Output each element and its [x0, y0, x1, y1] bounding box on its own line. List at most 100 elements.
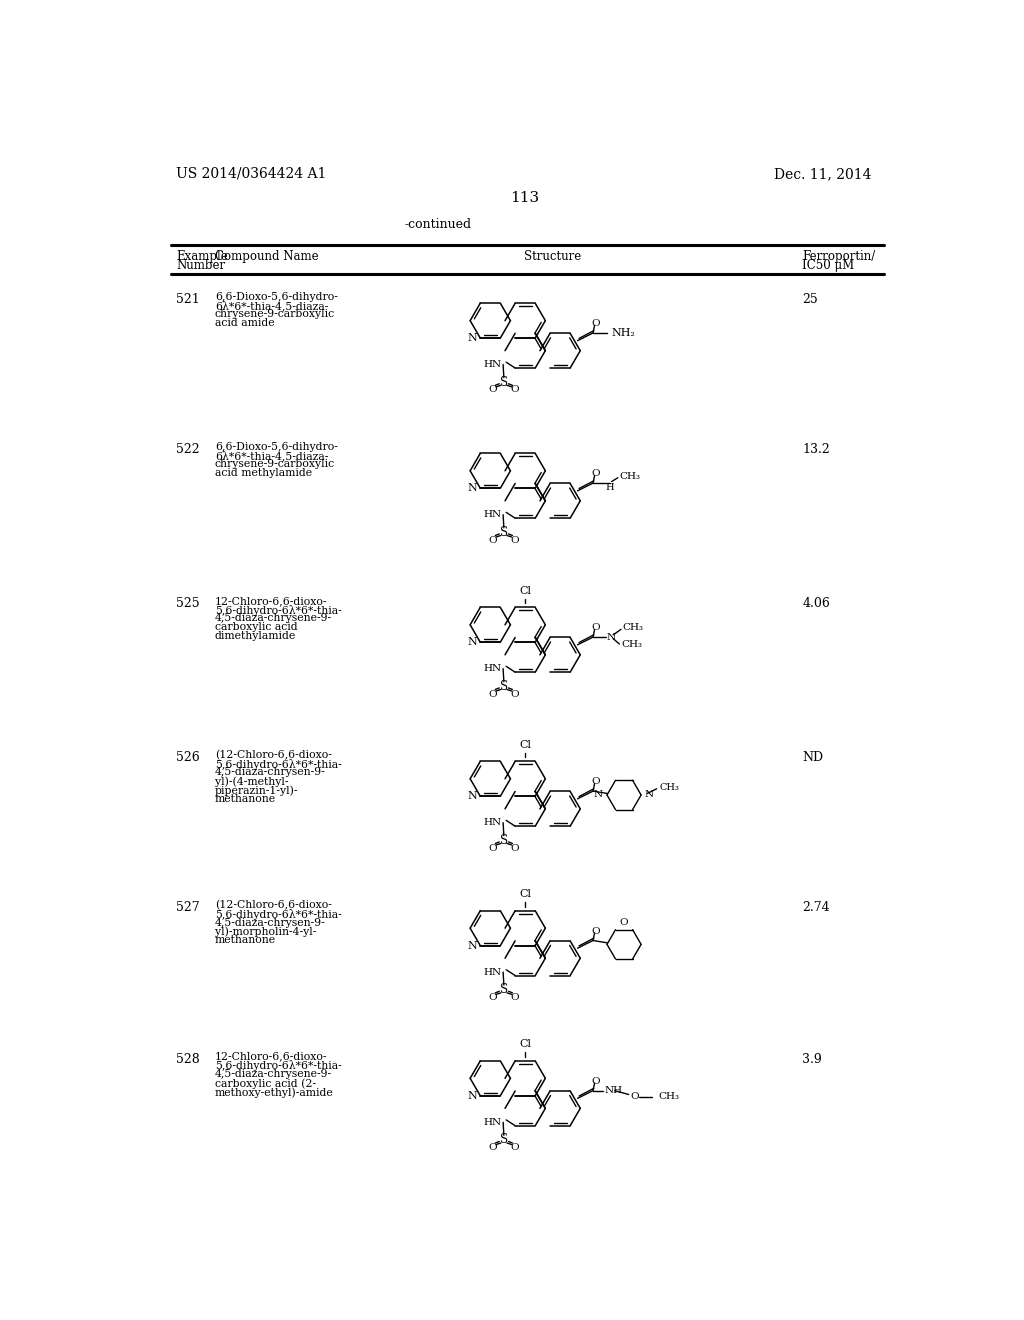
Text: N: N: [467, 483, 477, 494]
Text: N: N: [467, 333, 477, 343]
Text: O: O: [631, 1092, 639, 1101]
Text: 527: 527: [176, 902, 200, 915]
Text: O: O: [510, 536, 519, 545]
Text: HN: HN: [483, 510, 502, 519]
Text: NH: NH: [605, 1086, 623, 1096]
Text: 113: 113: [510, 191, 540, 206]
Text: O: O: [591, 470, 600, 478]
Text: CH₃: CH₃: [658, 1092, 679, 1101]
Text: O: O: [510, 1143, 519, 1152]
Text: chrysene-9-carboxylic: chrysene-9-carboxylic: [215, 309, 335, 319]
Text: O: O: [591, 927, 600, 936]
Text: 6λ*6*-thia-4,5-diaza-: 6λ*6*-thia-4,5-diaza-: [215, 301, 328, 312]
Text: 6,6-Dioxo-5,6-dihydro-: 6,6-Dioxo-5,6-dihydro-: [215, 292, 338, 301]
Text: 13.2: 13.2: [802, 444, 830, 457]
Text: ND: ND: [802, 751, 823, 764]
Text: O: O: [488, 385, 498, 395]
Text: O: O: [488, 843, 498, 853]
Text: IC50 μM: IC50 μM: [802, 259, 854, 272]
Text: 521: 521: [176, 293, 200, 306]
Text: yl)-(4-methyl-: yl)-(4-methyl-: [215, 776, 289, 787]
Text: HN: HN: [483, 968, 502, 977]
Text: Cl: Cl: [519, 586, 531, 595]
Text: 6λ*6*-thia-4,5-diaza-: 6λ*6*-thia-4,5-diaza-: [215, 450, 328, 462]
Text: 2.74: 2.74: [802, 902, 829, 915]
Text: 4.06: 4.06: [802, 597, 830, 610]
Text: Structure: Structure: [524, 251, 582, 264]
Text: methanone: methanone: [215, 795, 275, 804]
Text: 522: 522: [176, 444, 200, 457]
Text: N: N: [607, 632, 616, 642]
Text: (12-Chloro-6,6-dioxo-: (12-Chloro-6,6-dioxo-: [215, 900, 332, 911]
Text: S: S: [500, 376, 508, 388]
Text: yl)-morpholin-4-yl-: yl)-morpholin-4-yl-: [215, 927, 316, 937]
Text: S: S: [500, 680, 508, 693]
Text: 3.9: 3.9: [802, 1053, 822, 1067]
Text: Cl: Cl: [519, 739, 531, 750]
Text: methoxy-ethyl)-amide: methoxy-ethyl)-amide: [215, 1088, 334, 1098]
Text: O: O: [510, 843, 519, 853]
Text: NH₂: NH₂: [611, 327, 636, 338]
Text: S: S: [500, 525, 508, 539]
Text: CH₃: CH₃: [659, 783, 680, 792]
Text: acid methylamide: acid methylamide: [215, 469, 312, 478]
Text: CH₃: CH₃: [620, 473, 640, 482]
Text: 4,5-diaza-chrysen-9-: 4,5-diaza-chrysen-9-: [215, 767, 326, 777]
Text: N: N: [594, 791, 603, 800]
Text: Dec. 11, 2014: Dec. 11, 2014: [774, 166, 872, 181]
Text: (12-Chloro-6,6-dioxo-: (12-Chloro-6,6-dioxo-: [215, 750, 332, 760]
Text: 12-Chloro-6,6-dioxo-: 12-Chloro-6,6-dioxo-: [215, 595, 328, 606]
Text: O: O: [488, 689, 498, 698]
Text: carboxylic acid: carboxylic acid: [215, 622, 297, 632]
Text: S: S: [500, 983, 508, 997]
Text: dimethylamide: dimethylamide: [215, 631, 296, 642]
Text: Cl: Cl: [519, 1039, 531, 1049]
Text: CH₃: CH₃: [621, 640, 642, 649]
Text: 526: 526: [176, 751, 200, 764]
Text: Compound Name: Compound Name: [215, 251, 318, 264]
Text: N: N: [467, 1090, 477, 1101]
Text: O: O: [620, 919, 629, 927]
Text: 4,5-diaza-chrysene-9-: 4,5-diaza-chrysene-9-: [215, 614, 332, 623]
Text: Example: Example: [176, 251, 227, 264]
Text: 6,6-Dioxo-5,6-dihydro-: 6,6-Dioxo-5,6-dihydro-: [215, 442, 338, 451]
Text: S: S: [500, 834, 508, 847]
Text: O: O: [488, 1143, 498, 1152]
Text: HN: HN: [483, 664, 502, 673]
Text: US 2014/0364424 A1: US 2014/0364424 A1: [176, 166, 327, 181]
Text: carboxylic acid (2-: carboxylic acid (2-: [215, 1078, 316, 1089]
Text: N: N: [645, 791, 654, 800]
Text: O: O: [591, 319, 600, 329]
Text: 528: 528: [176, 1053, 200, 1067]
Text: H: H: [606, 483, 614, 492]
Text: N: N: [467, 941, 477, 950]
Text: Cl: Cl: [519, 888, 531, 899]
Text: 5,6-dihydro-6λ*6*-thia-: 5,6-dihydro-6λ*6*-thia-: [215, 605, 342, 615]
Text: CH₃: CH₃: [623, 623, 643, 632]
Text: 5,6-dihydro-6λ*6*-thia-: 5,6-dihydro-6λ*6*-thia-: [215, 759, 342, 770]
Text: O: O: [510, 689, 519, 698]
Text: 525: 525: [176, 597, 200, 610]
Text: Ferroportin/: Ferroportin/: [802, 251, 876, 264]
Text: O: O: [591, 1077, 600, 1086]
Text: N: N: [467, 791, 477, 801]
Text: O: O: [488, 993, 498, 1002]
Text: HN: HN: [483, 360, 502, 370]
Text: S: S: [500, 1134, 508, 1146]
Text: 12-Chloro-6,6-dioxo-: 12-Chloro-6,6-dioxo-: [215, 1052, 328, 1061]
Text: O: O: [510, 993, 519, 1002]
Text: HN: HN: [483, 818, 502, 828]
Text: 5,6-dihydro-6λ*6*-thia-: 5,6-dihydro-6λ*6*-thia-: [215, 908, 342, 920]
Text: 25: 25: [802, 293, 818, 306]
Text: chrysene-9-carboxylic: chrysene-9-carboxylic: [215, 459, 335, 470]
Text: 4,5-diaza-chrysen-9-: 4,5-diaza-chrysen-9-: [215, 917, 326, 928]
Text: O: O: [510, 385, 519, 395]
Text: O: O: [488, 536, 498, 545]
Text: -continued: -continued: [404, 218, 472, 231]
Text: 5,6-dihydro-6λ*6*-thia-: 5,6-dihydro-6λ*6*-thia-: [215, 1060, 342, 1072]
Text: acid amide: acid amide: [215, 318, 274, 329]
Text: piperazin-1-yl)-: piperazin-1-yl)-: [215, 785, 298, 796]
Text: HN: HN: [483, 1118, 502, 1127]
Text: O: O: [591, 777, 600, 787]
Text: O: O: [591, 623, 600, 632]
